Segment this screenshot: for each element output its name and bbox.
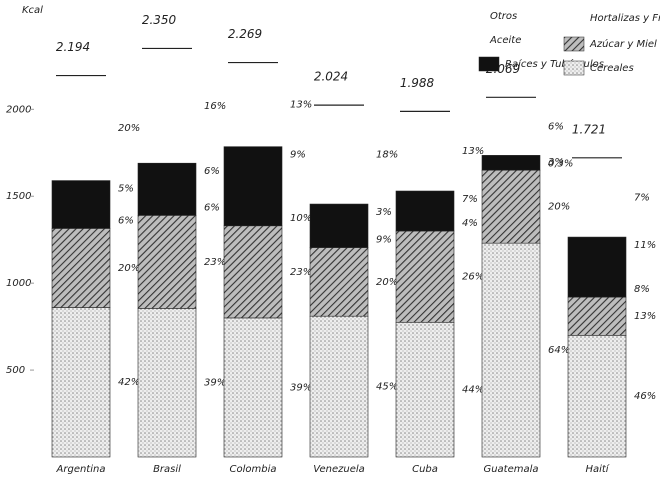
- x-tick-label: Haití: [585, 463, 609, 475]
- percent-label: 3%: [376, 207, 392, 218]
- x-tick-label: Argentina: [56, 464, 106, 475]
- percent-label: 13%: [634, 311, 656, 322]
- bar-segment: [481, 155, 541, 171]
- bar-segment: [481, 169, 541, 244]
- bar-segment: [223, 146, 283, 227]
- percent-label: 20%: [548, 202, 570, 213]
- y-axis-label: Kcal: [22, 5, 43, 16]
- bar-segment: [309, 247, 369, 317]
- bar-segment: [567, 236, 627, 298]
- percent-label: 42%: [118, 377, 140, 388]
- bar-segment: [51, 180, 111, 229]
- bar-segment: [137, 308, 197, 458]
- percent-label: 39%: [204, 378, 226, 389]
- legend-swatch: [563, 60, 585, 76]
- percent-label: 13%: [290, 100, 312, 111]
- percent-label: 18%: [376, 150, 398, 161]
- y-tick-label: 2000: [6, 104, 31, 115]
- bar-segment: [395, 321, 455, 458]
- legend-swatch: [478, 56, 500, 72]
- bar-segment: [395, 190, 455, 232]
- x-tick-label: Guatemala: [483, 464, 538, 475]
- bar-segment: [481, 242, 541, 458]
- legend-swatch: [563, 36, 585, 52]
- percent-label: 23%: [290, 267, 312, 278]
- percent-label: 44%: [462, 385, 484, 396]
- total-label: 1.988: [400, 76, 435, 90]
- total-label: 2.194: [56, 40, 90, 54]
- total-label: 2.024: [314, 70, 348, 84]
- percent-label: 6%: [204, 166, 220, 177]
- bar-segment: [309, 315, 369, 458]
- percent-label: 20%: [118, 123, 140, 134]
- percent-label: 46%: [634, 391, 656, 402]
- x-tick-label: Cuba: [412, 464, 438, 475]
- percent-label: 8%: [634, 284, 650, 295]
- total-label: 1.721: [572, 122, 606, 136]
- legend-label: Azúcar y Miel: [589, 38, 657, 50]
- bar-segment: [51, 307, 111, 458]
- bar-segment: [567, 335, 627, 458]
- percent-label: 9%: [376, 235, 392, 246]
- percent-label: 0,3%: [548, 158, 573, 169]
- percent-label: 7%: [462, 194, 478, 205]
- percent-label: 5%: [118, 184, 134, 195]
- total-label: 2.269: [228, 27, 262, 41]
- legend-label: Cereales: [590, 63, 634, 74]
- percent-label: 3%: [548, 157, 564, 168]
- x-tick-label: Venezuela: [313, 464, 365, 475]
- bar-segment: [567, 296, 627, 336]
- percent-label: 6%: [204, 202, 220, 213]
- total-label: 2.350: [142, 13, 177, 27]
- bar-segment: [223, 225, 283, 319]
- bar-segment: [309, 203, 369, 248]
- percent-label: 23%: [204, 257, 226, 268]
- percent-label: 4%: [462, 218, 478, 229]
- percent-label: 16%: [204, 101, 226, 112]
- percent-label: 64%: [548, 345, 570, 356]
- legend-label: Hortalizas y Frutas: [590, 13, 660, 24]
- y-tick-label: 500: [6, 365, 25, 376]
- bar-segment: [223, 317, 283, 458]
- bar-segment: [51, 228, 111, 308]
- percent-label: 6%: [118, 215, 134, 226]
- y-tick-label: 1000: [6, 278, 31, 289]
- legend-label: Otros: [490, 11, 517, 22]
- legend-label: Aceite: [489, 35, 521, 46]
- percent-label: 26%: [462, 272, 484, 283]
- percent-label: 10%: [290, 213, 312, 224]
- percent-label: 13%: [462, 146, 484, 157]
- percent-label: 20%: [118, 263, 140, 274]
- percent-label: 39%: [290, 382, 312, 393]
- x-tick-label: Colombia: [230, 464, 277, 475]
- bar-segment: [137, 215, 197, 309]
- percent-label: 20%: [376, 277, 398, 288]
- bar-segment: [395, 230, 455, 323]
- bar-segment: [137, 162, 197, 216]
- percent-label: 9%: [290, 150, 306, 161]
- percent-label: 7%: [634, 192, 650, 203]
- x-tick-label: Brasil: [153, 464, 181, 475]
- percent-label: 45%: [376, 382, 398, 393]
- percent-label: 6%: [548, 121, 564, 132]
- y-tick-label: 1500: [6, 191, 31, 202]
- percent-label: 11%: [634, 240, 656, 251]
